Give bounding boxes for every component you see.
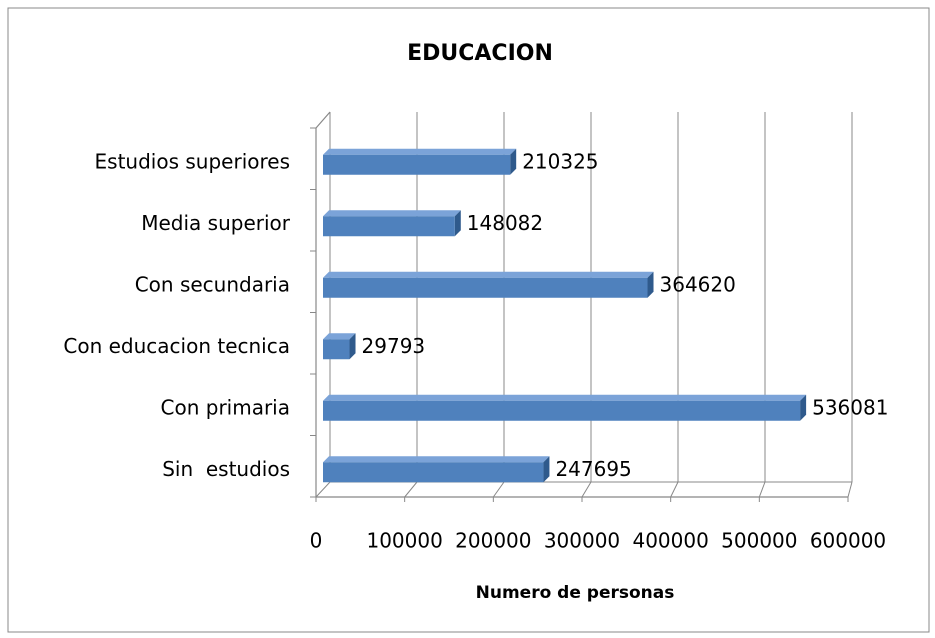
bar-top <box>323 210 461 217</box>
axis-line <box>315 111 331 129</box>
grid-line <box>404 481 418 498</box>
x-tick-label: 0 <box>310 529 323 553</box>
bar-side <box>800 394 807 421</box>
x-tick-label: 300000 <box>544 529 620 553</box>
bar-top <box>323 333 356 340</box>
bar <box>323 154 511 175</box>
value-label: 247695 <box>555 457 631 481</box>
grid-line <box>758 481 766 498</box>
x-tick-label: 100000 <box>366 529 442 553</box>
bar <box>323 400 801 421</box>
y-tick-label: Estudios superiores <box>95 149 290 173</box>
grid-line <box>315 481 331 498</box>
chart-title: EDUCACION <box>407 41 553 66</box>
grid-line <box>581 481 592 498</box>
bar-top <box>323 456 550 463</box>
bar-side <box>510 148 517 175</box>
value-label: 29793 <box>362 334 426 358</box>
y-tick-label: Con secundaria <box>135 272 290 296</box>
x-tick-label: 500000 <box>721 529 797 553</box>
chart-frame <box>7 7 930 633</box>
x-tick-label: 200000 <box>455 529 531 553</box>
bar <box>323 277 648 298</box>
grid-line <box>670 481 679 498</box>
y-tick-label: Con educacion tecnica <box>63 334 290 358</box>
x-tick-label: 600000 <box>810 529 886 553</box>
value-label: 210325 <box>522 149 598 173</box>
y-tick-label: Sin estudios <box>162 457 290 481</box>
value-label: 364620 <box>660 272 736 296</box>
x-axis-label: Numero de personas <box>476 583 675 603</box>
bar-side <box>454 210 461 237</box>
bar-top <box>323 148 517 155</box>
bar <box>323 462 544 483</box>
bar <box>323 339 350 360</box>
y-tick-label: Media superior <box>141 211 291 235</box>
x-tick-label: 400000 <box>632 529 708 553</box>
y-tick-label: Con primaria <box>161 395 290 419</box>
value-label: 148082 <box>467 211 543 235</box>
bar <box>323 216 455 237</box>
bar-top <box>323 394 807 401</box>
bar-side <box>349 333 356 360</box>
value-label: 536081 <box>812 395 888 419</box>
grid-line <box>847 481 853 498</box>
bar-top <box>323 271 654 278</box>
bar-side <box>647 271 654 298</box>
bar-side <box>543 456 550 483</box>
grid-line <box>492 481 505 498</box>
